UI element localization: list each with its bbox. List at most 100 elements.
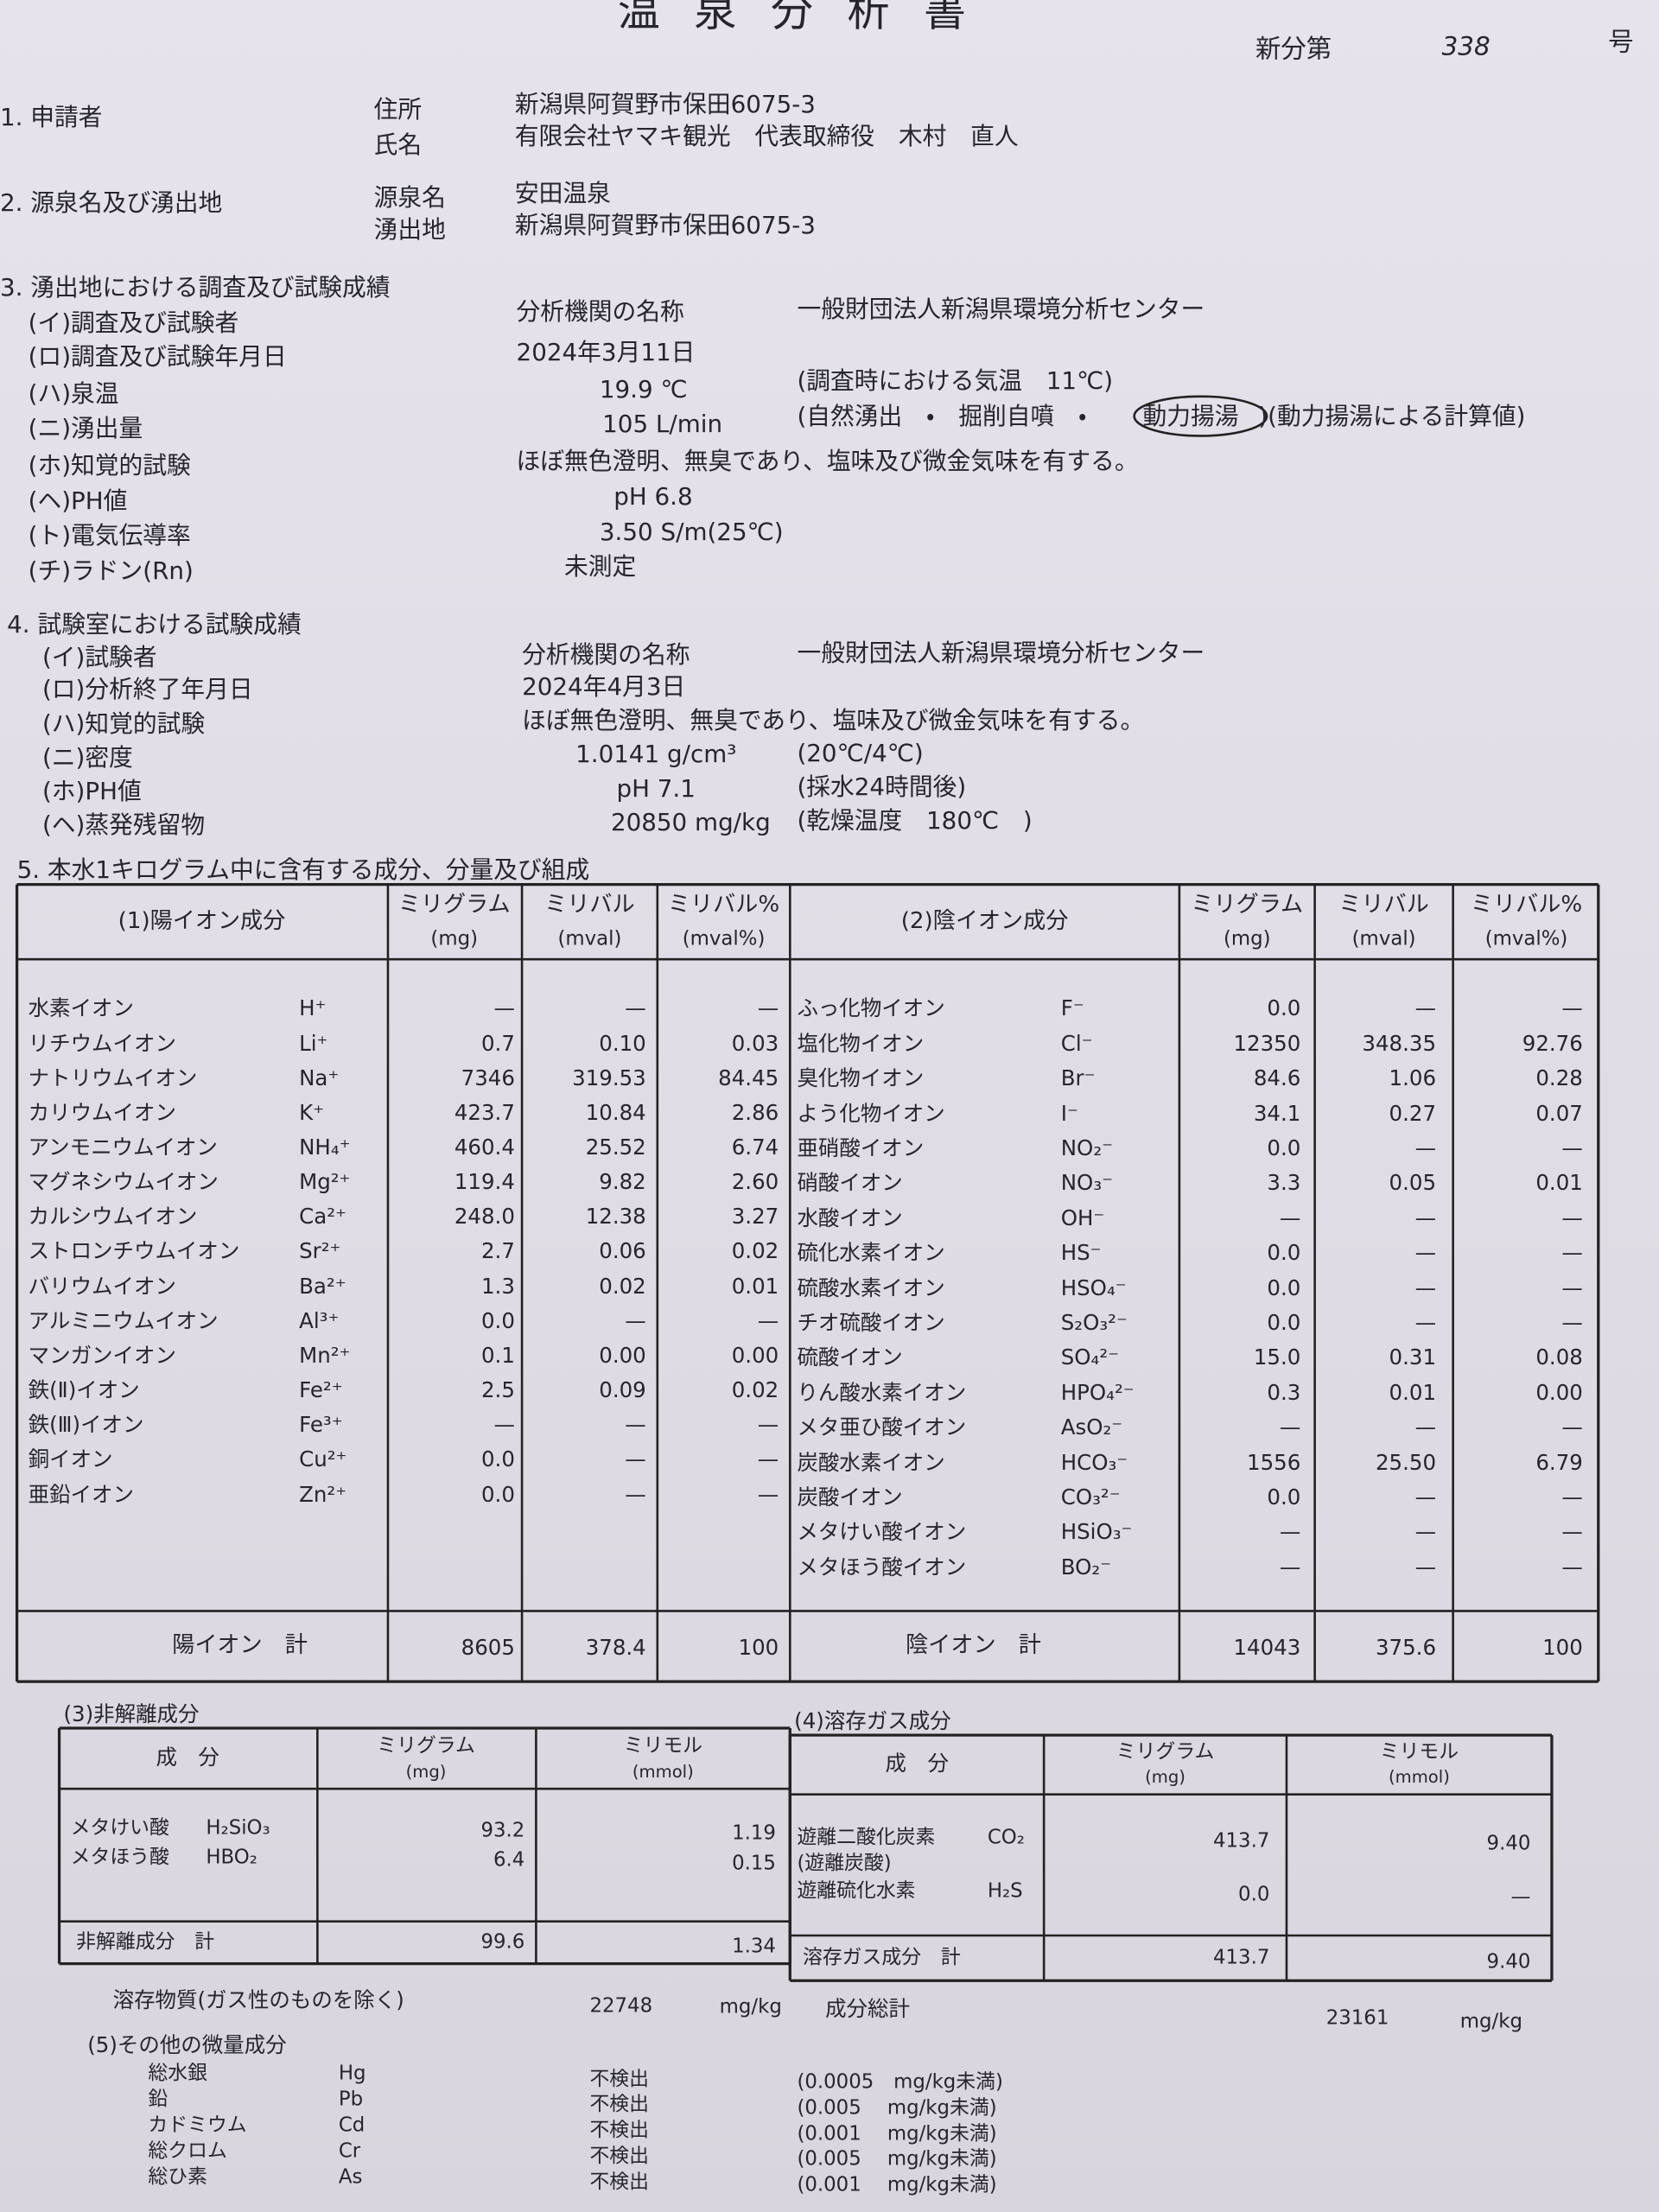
trace-symbol: Hg [338,2062,366,2085]
circled-option: 動力揚湯 [1142,401,1239,430]
component-value: 0.0 [1238,1883,1270,1906]
ion-formula: Fe²⁺ [299,1376,343,1402]
ion-name: リチウムイオン [28,1030,176,1056]
trace-note: (0.005 mg/kg未満) [797,2147,997,2171]
ion-value: 6.74 [731,1134,779,1160]
trace-result: 不検出 [589,2145,649,2168]
ion-value: 0.27 [1389,1100,1437,1126]
total-value: 8605 [461,1634,515,1660]
column-title: ミリバル% [667,891,780,918]
ion-value: 0.0 [480,1446,515,1472]
ion-value: — [625,1481,646,1507]
column-title: ミリグラム [397,891,511,918]
field-note: )(動力揚湯による計算値) [1258,401,1526,430]
column-title: ミリグラム [1116,1740,1215,1764]
summary-unit: mg/kg [1459,2010,1522,2033]
document-title: 温 泉 分 析 書 [617,0,976,36]
ion-formula: NO₂⁻ [1060,1135,1114,1160]
field-note: 一般財団法人新潟県環境分析センター [797,639,1205,668]
ion-formula: HSiO₃⁻ [1060,1519,1133,1545]
trace-result: 不検出 [589,2068,649,2091]
section-heading: 3. 湧出地における調査及び試験成績 [0,273,391,302]
ion-formula: Mn²⁺ [299,1342,351,1368]
ion-name: ストロンチウムイオン [28,1238,240,1264]
column-unit: (mg) [1223,927,1271,950]
ion-value: 0.01 [1535,1170,1583,1196]
ion-value: — [1279,1554,1301,1580]
ion-name: メタ亜ひ酸イオン [797,1414,967,1440]
trace-result: 不検出 [589,2171,649,2194]
ion-value: 12350 [1233,1030,1301,1056]
total-value: 14043 [1233,1634,1301,1660]
field-label: 湧出地 [373,215,446,245]
ion-value: — [1414,1135,1437,1160]
ion-value: 1.3 [480,1273,515,1299]
ion-value: 248.0 [454,1204,515,1230]
ion-value: — [1279,1205,1301,1230]
ion-value: — [493,995,515,1021]
ion-formula: Na⁺ [299,1065,340,1090]
ion-value: 84.45 [718,1065,779,1090]
field-label: 源泉名 [373,182,446,212]
field-value: 2024年3月11日 [516,338,696,367]
ion-name: メタけい酸イオン [797,1519,967,1545]
trace-name: 鉛 [148,2088,168,2111]
ion-value: 0.09 [599,1376,646,1402]
ion-value: 0.06 [599,1238,646,1264]
column-unit: (mg) [405,1761,447,1782]
ion-formula: HS⁻ [1060,1239,1102,1265]
section-heading: 2. 源泉名及び湧出地 [0,188,223,218]
ion-value: 0.05 [1389,1170,1437,1196]
ion-name: 硫化水素イオン [797,1239,945,1265]
ion-value: — [1414,1205,1437,1230]
field-label: (ホ)PH値 [41,777,142,806]
ion-name: 鉄(Ⅲ)イオン [28,1412,144,1438]
ion-value: 3.27 [731,1204,779,1230]
component-name: メタほう酸 [70,1846,169,1869]
column-title: ミリバル [1338,891,1429,918]
field-note: (乾燥温度 180℃ ) [797,806,1033,836]
ion-formula: Al³⁺ [299,1307,340,1333]
ion-formula: I⁻ [1060,1100,1078,1126]
ion-formula: HPO₄²⁻ [1060,1379,1135,1405]
number-suffix: 号 [1608,27,1634,57]
field-label: 氏名 [373,130,423,160]
column-unit: (mval%) [682,927,766,950]
ion-value: — [1414,1484,1437,1510]
ion-formula: Zn²⁺ [299,1481,347,1507]
ion-formula: SO₄²⁻ [1060,1344,1120,1370]
field-value: ほぼ無色澄明、無臭であり、塩味及び微金気味を有する。 [516,447,1139,475]
component-name: 遊離硫化水素 [797,1879,916,1903]
trace-name: 総クロム [148,2139,227,2163]
total-label: 陽イオン 計 [172,1631,308,1658]
field-value: 1.0141 g/cm³ [575,740,737,769]
ion-value: 15.0 [1253,1344,1301,1370]
ion-value: 119.4 [454,1168,515,1194]
ion-value: 1556 [1247,1449,1301,1475]
ion-name: ふっ化物イオン [797,995,945,1021]
field-note: (自然湧出 ・ 掘削自噴 ・ [797,401,1087,430]
ion-formula: Li⁺ [299,1030,328,1056]
field-value: pH 6.8 [613,481,693,511]
ion-name: アルミニウムイオン [28,1307,219,1333]
column-unit: (mval) [1351,927,1416,950]
field-value: 105 L/min [602,410,723,439]
trace-symbol: As [338,2165,363,2189]
field-label: (ホ)知覚的試験 [28,450,191,480]
component-name: メタけい酸 [70,1816,169,1840]
trace-symbol: Cr [338,2139,361,2163]
ion-value: — [1561,1239,1583,1265]
ion-formula: Cu²⁺ [299,1446,347,1472]
field-value: pH 7.1 [616,773,696,803]
summary-label: 成分総計 [825,1995,910,2021]
ion-formula: Mg²⁺ [299,1168,351,1194]
ion-value: 0.00 [1535,1379,1583,1405]
field-value: 20850 mg/kg [610,807,771,836]
ion-value: — [1279,1414,1301,1440]
trace-name: 総水銀 [148,2062,207,2085]
ion-name: ナトリウムイオン [28,1065,198,1090]
ion-value: 25.52 [585,1134,646,1160]
section-heading: 5. 本水1キログラム中に含有する成分、分量及び組成 [16,855,590,885]
ion-value: 0.0 [480,1481,515,1507]
